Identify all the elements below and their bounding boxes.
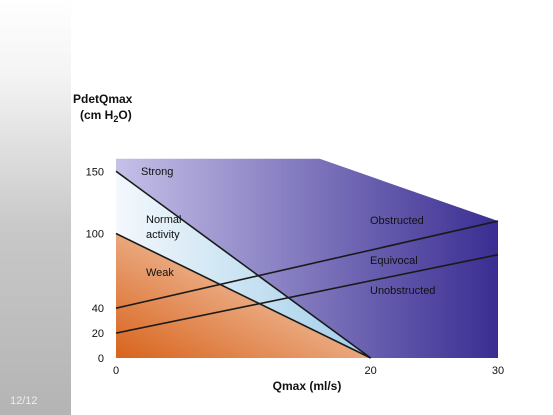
- boundary-strong-normal: [115, 170, 372, 359]
- zone-label-unobstructed: Unobstructed: [370, 285, 435, 297]
- y-tick-label-100: 100: [86, 229, 104, 241]
- zone-label-normal-activity-line2: activity: [146, 229, 180, 241]
- y-axis-label-line1: PdetQmax: [73, 92, 133, 106]
- x-axis-label: Qmax (ml/s): [273, 379, 342, 393]
- zone-label-weak: Weak: [146, 267, 174, 279]
- zone-label-obstructed: Obstructed: [370, 215, 424, 227]
- y-tick-label-150: 150: [86, 166, 104, 178]
- y-tick-label-40: 40: [92, 303, 104, 315]
- slide-side-band: [0, 0, 71, 415]
- zone-label-equivocal: Equivocal: [370, 255, 418, 267]
- zone-label-strong: Strong: [141, 166, 173, 178]
- y-tick-label-0: 0: [98, 353, 104, 365]
- x-tick-label-20: 20: [365, 365, 377, 377]
- line-equivocal-unobstructed: [115, 253, 499, 334]
- page-number: 12/12: [10, 395, 38, 407]
- x-tick-label-30: 30: [492, 365, 504, 377]
- zone-label-normal-activity-line1: Normal: [146, 214, 181, 226]
- boundary-normal-weak: [115, 232, 372, 359]
- line-obstructed-equivocal: [115, 220, 499, 309]
- x-tick-label-0: 0: [113, 365, 119, 377]
- y-axis-label-line2: (cm H2O): [80, 108, 132, 124]
- y-tick-label-20: 20: [92, 328, 104, 340]
- zone-strong: [116, 158, 498, 358]
